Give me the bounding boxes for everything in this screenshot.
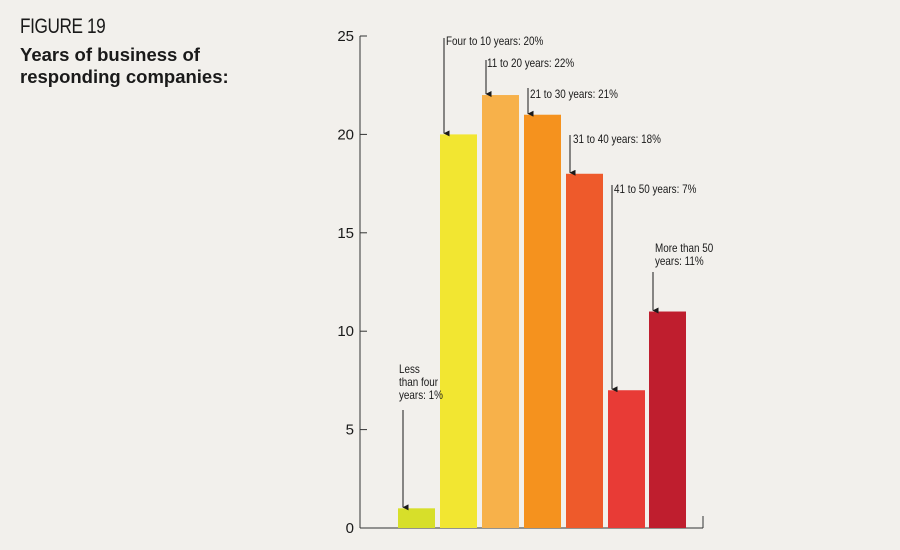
annotation-line: More than 50: [655, 242, 713, 255]
annotation-label-7: More than 50 years: 11%: [655, 242, 713, 268]
bar-1: [398, 508, 435, 528]
bar-5: [566, 173, 603, 528]
annotation-label-6: 41 to 50 years: 7%: [614, 183, 697, 196]
annotation-line: years: 11%: [655, 255, 704, 268]
y-tick-label-10: 10: [337, 323, 354, 340]
y-tick-label-15: 15: [337, 225, 354, 242]
annotation-line: Less: [399, 363, 420, 376]
annotation-label-4: 21 to 30 years: 21%: [530, 88, 618, 101]
annotation-line: years: 1%: [399, 389, 443, 402]
annotation-label-1: Less than four years: 1%: [399, 363, 443, 402]
annotation-line: 11 to 20 years: 22%: [487, 57, 575, 70]
annotation-line: 31 to 40 years: 18%: [573, 133, 661, 146]
annotation-line: Four to 10 years: 20%: [446, 35, 544, 48]
annotation-label-3: 11 to 20 years: 22%: [487, 57, 575, 70]
annotation-label-2: Four to 10 years: 20%: [446, 35, 544, 48]
annotation-line: 21 to 30 years: 21%: [530, 88, 618, 101]
bar-6: [608, 390, 645, 528]
chart-title: Years of business of responding companie…: [20, 44, 229, 87]
y-tick-label-0: 0: [346, 520, 354, 537]
y-tick-label-25: 25: [337, 28, 354, 45]
bar-2: [440, 134, 477, 528]
bar-3: [482, 95, 519, 528]
bar-4: [524, 114, 561, 528]
figure-label: FIGURE 19: [20, 15, 106, 38]
bar-7: [649, 311, 686, 528]
annotation-line: 41 to 50 years: 7%: [614, 183, 697, 196]
y-tick-label-20: 20: [337, 126, 354, 143]
annotation-label-5: 31 to 40 years: 18%: [573, 133, 661, 146]
y-tick-label-5: 5: [346, 422, 354, 439]
annotation-line: than four: [399, 376, 438, 389]
